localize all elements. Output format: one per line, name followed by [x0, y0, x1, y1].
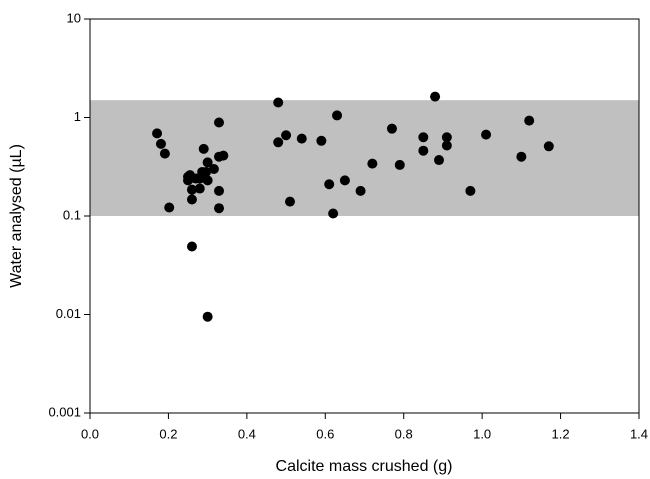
data-point	[202, 311, 213, 322]
data-point	[152, 128, 163, 139]
data-point	[218, 150, 229, 161]
data-point	[316, 135, 327, 146]
data-point	[273, 137, 284, 148]
data-point	[214, 203, 225, 214]
data-point	[394, 159, 405, 170]
data-point	[214, 185, 225, 196]
data-point	[164, 202, 175, 213]
data-point	[339, 175, 350, 186]
x-axis-title: Calcite mass crushed (g)	[276, 458, 453, 475]
x-tick-label: 1.2	[552, 426, 570, 441]
data-point	[214, 117, 225, 128]
data-point	[481, 129, 492, 140]
data-point	[284, 196, 295, 207]
shaded-band	[90, 100, 639, 216]
data-point	[441, 132, 452, 143]
data-point	[273, 97, 284, 108]
x-tick-label: 1.4	[630, 426, 648, 441]
x-tick-label: 0.4	[238, 426, 256, 441]
y-tick-label: 0.1	[63, 207, 81, 222]
data-point	[418, 145, 429, 156]
data-point	[202, 175, 213, 186]
data-point	[324, 179, 335, 190]
data-point	[186, 194, 197, 205]
y-tick-label: 1	[74, 109, 81, 124]
data-point	[543, 141, 554, 152]
data-point	[367, 158, 378, 169]
x-tick-label: 1.0	[473, 426, 491, 441]
data-point	[441, 140, 452, 151]
data-point	[194, 183, 205, 194]
x-tick-label: 0.2	[159, 426, 177, 441]
data-point	[201, 166, 212, 177]
y-tick-label: 10	[67, 10, 81, 25]
data-point	[198, 143, 209, 154]
data-point	[186, 241, 197, 252]
data-point	[296, 133, 307, 144]
data-point	[465, 185, 476, 196]
y-axis-title: Water analysed (µL)	[8, 144, 25, 288]
data-point	[328, 208, 339, 219]
data-point	[386, 123, 397, 134]
data-point	[208, 164, 219, 175]
data-point	[281, 130, 292, 141]
x-tick-label: 0.0	[81, 426, 99, 441]
data-point	[430, 91, 441, 102]
data-point	[434, 155, 445, 166]
x-tick-label: 0.6	[316, 426, 334, 441]
x-tick-label: 0.8	[395, 426, 413, 441]
y-tick-label: 0.001	[48, 404, 81, 419]
data-point	[186, 184, 197, 195]
data-point	[355, 185, 366, 196]
data-point	[202, 157, 213, 168]
data-point	[516, 151, 527, 162]
data-point	[418, 132, 429, 143]
data-point	[524, 115, 535, 126]
data-point	[332, 110, 343, 121]
data-point	[155, 138, 166, 149]
y-tick-label: 0.01	[56, 306, 81, 321]
data-point	[159, 148, 170, 159]
